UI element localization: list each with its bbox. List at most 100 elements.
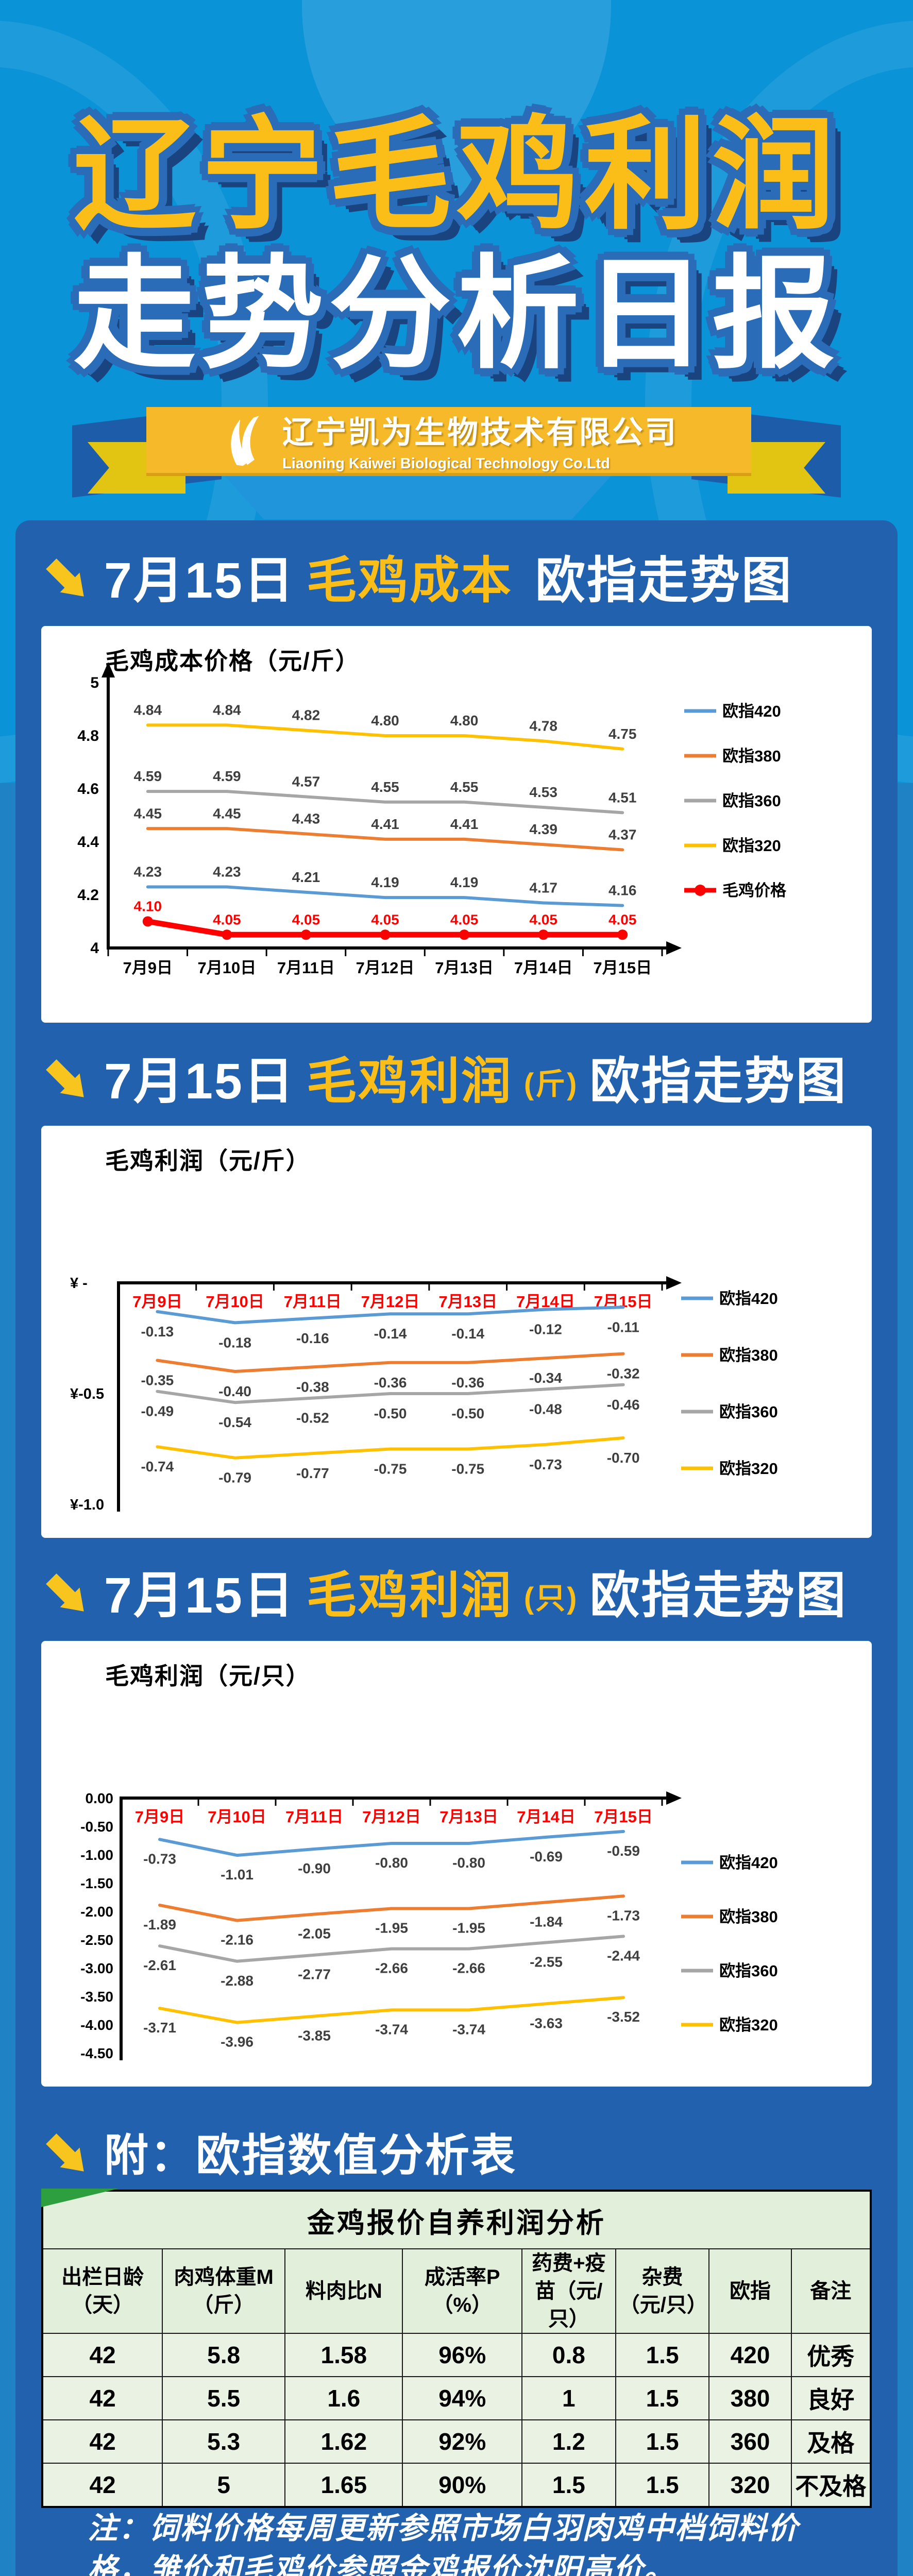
section-arrow-icon bbox=[46, 2133, 84, 2172]
svg-text:7月13日: 7月13日 bbox=[435, 959, 494, 977]
section-title-table: 附：欧指数值分析表 bbox=[43, 2131, 517, 2180]
svg-text:-0.77: -0.77 bbox=[296, 1465, 329, 1481]
svg-text:-2.77: -2.77 bbox=[298, 1967, 331, 1982]
svg-text:4.23: 4.23 bbox=[213, 864, 241, 880]
section-unit: (斤) bbox=[523, 1067, 579, 1101]
svg-text:4.41: 4.41 bbox=[450, 816, 479, 832]
svg-text:7月10日: 7月10日 bbox=[197, 959, 256, 977]
section-suffix: 欧指走势图 bbox=[589, 1567, 848, 1623]
svg-text:欧指420: 欧指420 bbox=[719, 1854, 778, 1872]
cell-remark: 良好 bbox=[790, 2376, 872, 2420]
svg-text:-0.75: -0.75 bbox=[374, 1461, 407, 1477]
svg-text:-2.44: -2.44 bbox=[607, 1947, 640, 1963]
table-row: 42 5.3 1.62 92% 1.2 1.5 360 及格 bbox=[41, 2419, 872, 2464]
table-row: 42 5 1.65 90% 1.5 1.5 320 不及格 bbox=[41, 2463, 872, 2507]
svg-text:4.05: 4.05 bbox=[292, 911, 320, 927]
cell-ouzhi: 360 bbox=[708, 2419, 792, 2464]
table-section-title: 附：欧指数值分析表 bbox=[104, 2130, 517, 2180]
cell-ouzhi: 420 bbox=[708, 2333, 792, 2377]
svg-text:-0.13: -0.13 bbox=[141, 1324, 174, 1340]
svg-text:-2.88: -2.88 bbox=[221, 1973, 253, 1989]
col-header: 成活率P（%） bbox=[402, 2248, 522, 2334]
company-name-en: Liaoning Kaiwei Biological Technology Co… bbox=[282, 455, 610, 472]
svg-text:7月14日: 7月14日 bbox=[514, 959, 573, 977]
cell-remark: 不及格 bbox=[790, 2463, 872, 2507]
svg-text:-0.32: -0.32 bbox=[607, 1366, 640, 1382]
section-suffix: 欧指走势图 bbox=[535, 552, 793, 608]
svg-text:7月11日: 7月11日 bbox=[284, 1293, 342, 1311]
svg-text:-0.52: -0.52 bbox=[296, 1410, 329, 1426]
svg-text:-0.74: -0.74 bbox=[141, 1459, 174, 1475]
svg-text:4.59: 4.59 bbox=[213, 768, 241, 784]
svg-text:欧指360: 欧指360 bbox=[719, 1962, 778, 1980]
svg-text:4.05: 4.05 bbox=[213, 911, 241, 927]
section-highlight: 毛鸡成本 bbox=[306, 552, 513, 608]
profit-bird-chart-card: 毛鸡利润（元/只） 0.00 -0.50 -1.00 -1.50 -2.00 -2.50 -… bbox=[41, 1641, 872, 2087]
cell: 5 bbox=[162, 2463, 286, 2507]
svg-text:-0.80: -0.80 bbox=[452, 1855, 485, 1871]
svg-text:7月10日: 7月10日 bbox=[206, 1293, 264, 1311]
svg-text:4.75: 4.75 bbox=[608, 726, 637, 742]
svg-text:-3.96: -3.96 bbox=[221, 2034, 253, 2050]
svg-text:欧指380: 欧指380 bbox=[719, 1346, 778, 1364]
col-header: 肉鸡体重M（斤） bbox=[162, 2248, 286, 2334]
ribbon-fold-shadow bbox=[221, 472, 615, 519]
table-row: 42 5.8 1.58 96% 0.8 1.5 420 优秀 bbox=[41, 2333, 872, 2377]
svg-text:-2.55: -2.55 bbox=[530, 1954, 563, 1970]
svg-text:-2.00: -2.00 bbox=[80, 1904, 113, 1920]
svg-text:¥-0.5: ¥-0.5 bbox=[70, 1386, 104, 1402]
col-header: 杂费（元/只） bbox=[615, 2248, 710, 2334]
svg-text:4.55: 4.55 bbox=[450, 779, 479, 795]
svg-text:-3.74: -3.74 bbox=[375, 2021, 408, 2037]
cost-chart-card: 毛鸡成本价格（元/斤） 5 4.8 4.6 4.4 4.2 4 7月9日 7月10日 7月11日… bbox=[41, 626, 872, 1023]
svg-text:-0.48: -0.48 bbox=[529, 1401, 562, 1417]
svg-text:4.84: 4.84 bbox=[213, 702, 241, 718]
content-panel: 7月15日 毛鸡成本 欧指走势图 毛鸡成本价格（元/斤） 5 4.8 4.6 4.4 4.2… bbox=[15, 520, 898, 2576]
svg-text:欧指420: 欧指420 bbox=[719, 1290, 778, 1308]
svg-text:-0.90: -0.90 bbox=[298, 1860, 331, 1876]
cell-remark: 及格 bbox=[790, 2419, 872, 2464]
svg-text:-0.12: -0.12 bbox=[529, 1321, 562, 1337]
svg-text:7月10日: 7月10日 bbox=[208, 1808, 266, 1826]
svg-text:-0.59: -0.59 bbox=[607, 1843, 640, 1859]
svg-text:4.80: 4.80 bbox=[371, 713, 399, 728]
svg-text:-0.80: -0.80 bbox=[375, 1855, 408, 1871]
svg-text:欧指420: 欧指420 bbox=[722, 702, 781, 720]
svg-text:-4.50: -4.50 bbox=[80, 2045, 113, 2061]
svg-text:4.39: 4.39 bbox=[529, 821, 557, 837]
profit-jin-chart-title: 毛鸡利润（元/斤） bbox=[105, 1147, 311, 1174]
svg-text:-0.14: -0.14 bbox=[374, 1326, 407, 1342]
section-unit: (只) bbox=[523, 1582, 579, 1616]
cell: 1.6 bbox=[284, 2376, 403, 2420]
svg-text:-0.40: -0.40 bbox=[218, 1383, 251, 1399]
svg-text:-1.89: -1.89 bbox=[143, 1917, 176, 1933]
cell: 1.5 bbox=[615, 2419, 710, 2464]
svg-text:4.37: 4.37 bbox=[608, 826, 637, 842]
svg-text:4.05: 4.05 bbox=[608, 911, 637, 927]
svg-text:-1.01: -1.01 bbox=[221, 1867, 253, 1883]
svg-text:-1.73: -1.73 bbox=[607, 1907, 640, 1923]
svg-text:7月12日: 7月12日 bbox=[361, 1293, 420, 1311]
svg-text:4.43: 4.43 bbox=[292, 811, 320, 827]
svg-text:-0.79: -0.79 bbox=[218, 1470, 251, 1486]
table-header-row: 出栏日龄（天） 肉鸡体重M（斤） 料肉比N 成活率P（%） 药费+疫苗（元/只）… bbox=[41, 2248, 872, 2334]
svg-text:-3.63: -3.63 bbox=[530, 2015, 563, 2031]
svg-text:-0.73: -0.73 bbox=[529, 1456, 562, 1472]
svg-text:4.45: 4.45 bbox=[213, 805, 241, 821]
svg-text:-1.95: -1.95 bbox=[452, 1920, 485, 1936]
profit-bird-chart: 0.00 -0.50 -1.00 -1.50 -2.00 -2.50 -3.00 -3.50 -… bbox=[80, 1790, 778, 2061]
svg-text:-3.71: -3.71 bbox=[143, 2020, 176, 2036]
svg-text:-2.66: -2.66 bbox=[452, 1960, 485, 1976]
cell: 5.8 bbox=[162, 2333, 286, 2377]
section-title-cost: 7月15日 毛鸡成本 欧指走势图 bbox=[43, 554, 793, 607]
svg-text:-0.11: -0.11 bbox=[607, 1319, 639, 1335]
svg-text:7月11日: 7月11日 bbox=[277, 959, 335, 977]
svg-text:-0.35: -0.35 bbox=[141, 1372, 174, 1388]
svg-text:-0.38: -0.38 bbox=[296, 1379, 329, 1395]
profit-bird-chart-title: 毛鸡利润（元/只） bbox=[105, 1663, 311, 1689]
svg-text:4.59: 4.59 bbox=[134, 768, 162, 784]
svg-text:7月9日: 7月9日 bbox=[123, 959, 173, 977]
cell: 1.5 bbox=[615, 2463, 710, 2507]
